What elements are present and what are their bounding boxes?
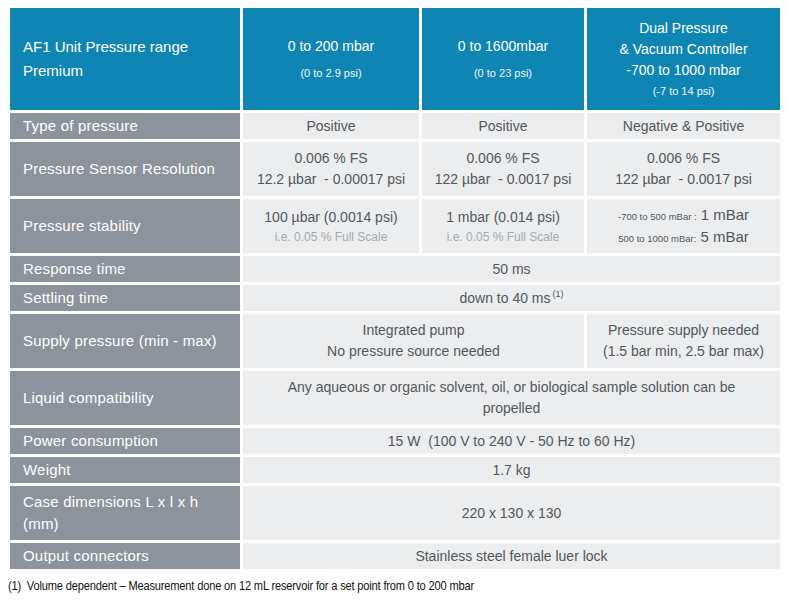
resolution-percent: 0.006 % FS	[466, 148, 539, 169]
row-label-response-time: Response time	[10, 256, 240, 282]
liquid-line2: propelled	[483, 398, 541, 419]
settling-time-text: down to 40 ms(1)	[459, 288, 563, 309]
pressure-stability-col2: 1 mbar (0.014 psi) i.e. 0.05 % Full Scal…	[422, 199, 584, 253]
stability-range: -700 to 500 mBar :	[618, 210, 697, 224]
row-label-supply-pressure: Supply pressure (min - max)	[10, 314, 240, 368]
sensor-resolution-col2: 0.006 % FS 122 µbar - 0.0017 psi	[422, 142, 584, 196]
sensor-resolution-col3: 0.006 % FS 122 µbar - 0.0017 psi	[587, 142, 780, 196]
stability-range-value: 5 mBar	[700, 226, 748, 248]
row-label-output-connectors: Output connectors	[10, 543, 240, 569]
row-label-weight: Weight	[10, 457, 240, 483]
spec-sheet-page: AF1 Unit Pressure range Premium 0 to 200…	[0, 8, 788, 600]
pressure-stability-col3: -700 to 500 mBar : 1 mBar 500 to 1000 mB…	[587, 199, 780, 253]
type-of-pressure-col1: Positive	[243, 113, 419, 139]
supply-pressure-integrated: Integrated pump No pressure source neede…	[243, 314, 584, 368]
supply-pressure-external: Pressure supply needed (1.5 bar min, 2.5…	[587, 314, 780, 368]
column-header-sub: (0 to 23 psi)	[474, 65, 532, 82]
row-label-power-consumption: Power consumption	[10, 428, 240, 454]
column-header-dual-pressure: Dual Pressure & Vacuum Controller -700 t…	[587, 8, 780, 110]
case-dimensions-label-line2: (mm)	[23, 513, 59, 536]
stability-value: 100 µbar (0.0014 psi)	[264, 207, 397, 228]
resolution-percent: 0.006 % FS	[294, 148, 367, 169]
row-label-settling-time: Settling time	[10, 285, 240, 311]
row-label-liquid-compatibility: Liquid compatibility	[10, 371, 240, 425]
footnote: (1) Volume dependent – Measurement done …	[8, 578, 648, 593]
supply-line2: No pressure source needed	[327, 341, 500, 362]
response-time-value: 50 ms	[243, 256, 780, 282]
spec-table: AF1 Unit Pressure range Premium 0 to 200…	[10, 8, 780, 569]
column-header-sub: (0 to 2.9 psi)	[300, 65, 361, 82]
column-header-0-1600-mbar: 0 to 1600mbar (0 to 23 psi)	[422, 8, 584, 110]
resolution-detail: 122 µbar - 0.0017 psi	[435, 169, 572, 190]
stability-range-value: 1 mBar	[701, 204, 749, 226]
column-header-line1: Dual Pressure	[639, 18, 728, 39]
row-label-type-of-pressure: Type of pressure	[10, 113, 240, 139]
liquid-line1: Any aqueous or organic solvent, oil, or …	[288, 377, 736, 398]
footnote-reference: (1)	[553, 289, 564, 299]
supply-line1: Integrated pump	[363, 320, 465, 341]
column-header-main: 0 to 1600mbar	[458, 36, 548, 57]
column-header-line2: & Vacuum Controller	[619, 39, 747, 60]
row-label-case-dimensions: Case dimensions L x l x h (mm)	[10, 486, 240, 540]
type-of-pressure-col3: Negative & Positive	[587, 113, 780, 139]
stability-value: 1 mbar (0.014 psi)	[446, 207, 560, 228]
supply-line2: (1.5 bar min, 2.5 bar max)	[603, 341, 764, 362]
weight-value: 1.7 kg	[243, 457, 780, 483]
resolution-detail: 122 µbar - 0.0017 psi	[615, 169, 752, 190]
column-header-main: 0 to 200 mbar	[288, 36, 374, 57]
stability-range-line: -700 to 500 mBar : 1 mBar	[618, 204, 749, 226]
liquid-compatibility-value: Any aqueous or organic solvent, oil, or …	[243, 371, 780, 425]
row-label-pressure-stability: Pressure stability	[10, 199, 240, 253]
column-header-0-200-mbar: 0 to 200 mbar (0 to 2.9 psi)	[243, 8, 419, 110]
case-dimensions-value: 220 x 130 x 130	[243, 486, 780, 540]
sensor-resolution-col1: 0.006 % FS 12.2 µbar - 0.00017 psi	[243, 142, 419, 196]
stability-note: i.e. 0.05 % Full Scale	[447, 228, 560, 246]
table-title-line2: Premium	[23, 59, 83, 83]
stability-note: i.e. 0.05 % Full Scale	[275, 228, 388, 246]
case-dimensions-label-line1: Case dimensions L x l x h	[23, 491, 198, 514]
power-consumption-value: 15 W (100 V to 240 V - 50 Hz to 60 Hz)	[243, 428, 780, 454]
pressure-stability-col1: 100 µbar (0.0014 psi) i.e. 0.05 % Full S…	[243, 199, 419, 253]
type-of-pressure-col2: Positive	[422, 113, 584, 139]
settling-time-value: down to 40 ms(1)	[243, 285, 780, 311]
column-header-sub: (-7 to 14 psi)	[653, 83, 715, 100]
column-header-line3: -700 to 1000 mbar	[626, 60, 740, 81]
table-title-line1: AF1 Unit Pressure range	[23, 35, 188, 59]
supply-line1: Pressure supply needed	[608, 320, 759, 341]
stability-range-line: 500 to 1000 mBar: 5 mBar	[618, 226, 749, 248]
resolution-detail: 12.2 µbar - 0.00017 psi	[257, 169, 405, 190]
table-title-cell: AF1 Unit Pressure range Premium	[10, 8, 240, 110]
stability-range: 500 to 1000 mBar:	[618, 232, 696, 246]
row-label-sensor-resolution: Pressure Sensor Resolution	[10, 142, 240, 196]
output-connectors-value: Stainless steel female luer lock	[243, 543, 780, 569]
resolution-percent: 0.006 % FS	[647, 148, 720, 169]
